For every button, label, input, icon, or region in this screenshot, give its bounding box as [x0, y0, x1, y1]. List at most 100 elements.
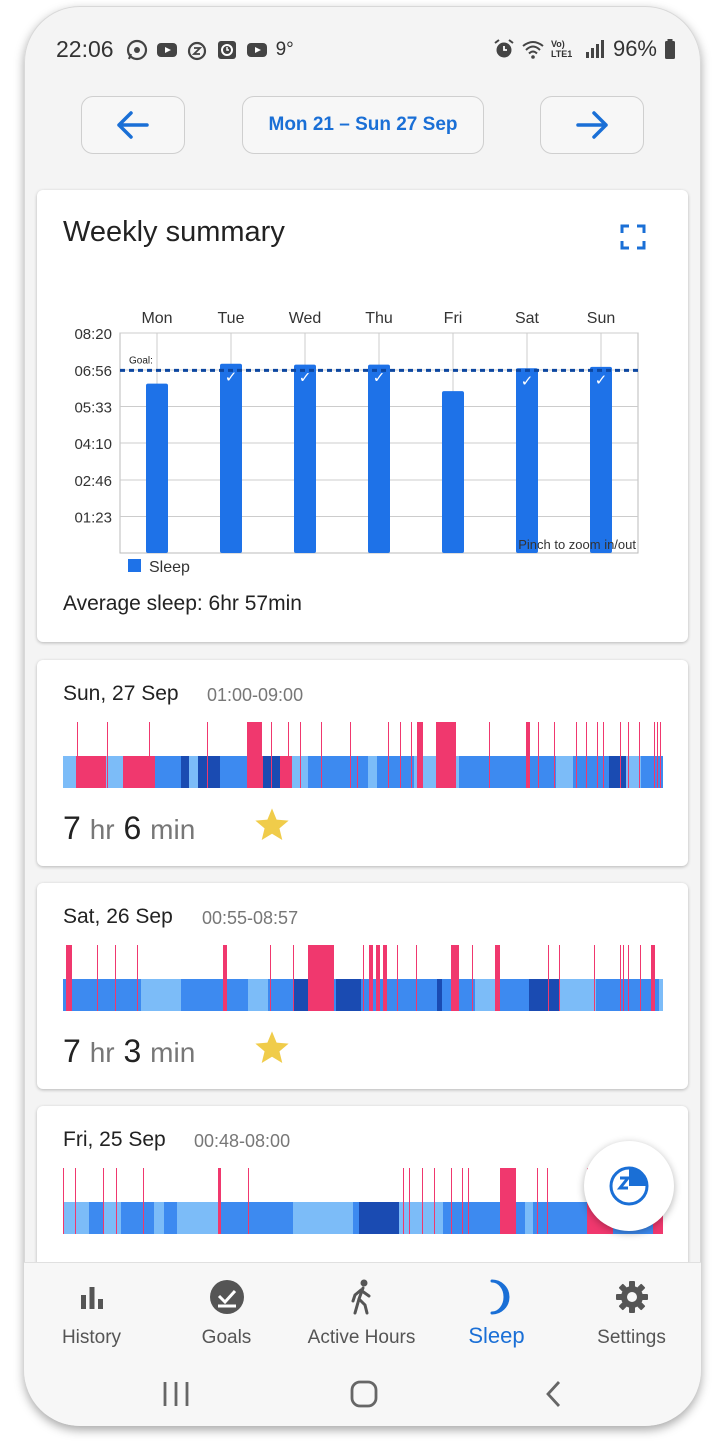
tab-active-hours[interactable]: Active Hours: [294, 1277, 429, 1349]
awake-marker: [651, 945, 655, 1011]
zoom-hint: Pinch to zoom in/out: [518, 537, 636, 552]
sleep-stage-segment: [609, 756, 626, 788]
sleep-stage-segment: [357, 756, 358, 788]
awake-marker: [149, 722, 150, 788]
awake-marker: [103, 1168, 104, 1234]
day-date: Sun, 27 Sep: [63, 682, 179, 705]
sleep-stage-segment: [189, 756, 198, 788]
awake-marker: [137, 945, 138, 1011]
awake-marker: [462, 1168, 463, 1234]
bar-mon: [146, 383, 168, 553]
tab-goals[interactable]: Goals: [159, 1277, 294, 1349]
sleep-stage-segment: [164, 1202, 177, 1234]
awake-marker: [400, 722, 401, 788]
awake-marker: [383, 945, 387, 1011]
sleep-stage-segment: [368, 756, 377, 788]
awake-marker: [270, 945, 271, 1011]
sleep-duration: 7 hr 3 min: [63, 1033, 195, 1070]
tab-history[interactable]: History: [24, 1277, 159, 1349]
sleep-stage-segment: [308, 756, 357, 788]
awake-marker: [576, 722, 577, 788]
bottom-navigation: History Goals Active Hours Sleep Setting…: [24, 1262, 701, 1426]
duration-min-unit: min: [150, 814, 196, 845]
duration-hours: 7: [63, 1033, 81, 1069]
status-temperature: 9°: [275, 38, 294, 60]
y-tick-label: 08:20: [74, 326, 112, 343]
sleep-stage-segment: [353, 1202, 359, 1234]
sleep-stage-segment: [121, 1202, 154, 1234]
home-button[interactable]: [349, 1374, 381, 1414]
status-time: 22:06: [56, 36, 114, 62]
signal-icon: [585, 40, 604, 58]
tab-label: Goals: [201, 1327, 252, 1348]
day-card-sun[interactable]: Sun, 27 Sep 01:00-09:00 7 hr 6 min: [37, 660, 688, 866]
awake-marker: [417, 722, 423, 788]
sleep-stage-segment: [154, 1202, 164, 1234]
awake-marker: [468, 1168, 469, 1234]
awake-marker: [223, 945, 227, 1011]
back-button[interactable]: [542, 1374, 566, 1414]
battery-icon: [665, 39, 675, 59]
y-tick-label: 06:56: [74, 363, 112, 380]
weekly-summary-card: Weekly summary 01:23 02:46 04:10 05:33 06:56…: [37, 190, 688, 642]
weekly-sleep-chart[interactable]: 01:23 02:46 04:10 05:33 06:56 08:20 Mon Tue Wed T…: [37, 280, 688, 580]
awake-marker: [451, 1168, 452, 1234]
duration-min-unit: min: [150, 1037, 196, 1068]
awake-marker: [586, 722, 587, 788]
awake-marker: [376, 945, 380, 1011]
star-icon: [255, 1031, 289, 1064]
awake-marker: [434, 1168, 435, 1234]
x-tick-label: Thu: [365, 310, 393, 327]
bar-sun: [590, 366, 612, 553]
gear-icon: [615, 1281, 648, 1313]
awake-marker: [115, 945, 116, 1011]
sleep-stage-segment: [181, 756, 189, 788]
duration-hr-unit: hr: [89, 814, 115, 845]
moon-icon: [490, 1279, 509, 1315]
awake-marker: [247, 722, 262, 788]
previous-week-button[interactable]: [81, 96, 185, 154]
awake-marker: [75, 1168, 76, 1234]
week-range-button[interactable]: Mon 21 – Sun 27 Sep: [242, 96, 484, 154]
sleep-stage-segment: [89, 1202, 103, 1234]
awake-marker: [66, 945, 71, 1011]
sleep-stage-segment: [63, 979, 141, 1011]
duration-hours: 7: [63, 810, 81, 846]
sleep-stage-segment: [475, 979, 495, 1011]
arrow-right-icon: [576, 111, 608, 139]
goal-check-mark: ✓: [521, 372, 534, 390]
awake-marker: [654, 722, 655, 788]
bar-thu: [368, 364, 390, 553]
date-navigation: Mon 21 – Sun 27 Sep: [24, 96, 701, 156]
tab-sleep[interactable]: Sleep: [429, 1277, 564, 1349]
sleep-tracking-fab[interactable]: [584, 1141, 674, 1231]
status-right: Vo) LTE1 96%: [493, 36, 676, 62]
sleep-stage-segment: [529, 979, 559, 1011]
awake-marker: [628, 945, 629, 1011]
sleep-stage-segment: [280, 756, 292, 788]
sleep-stage-segment: [248, 979, 268, 1011]
recent-apps-button[interactable]: [162, 1374, 190, 1414]
star-icon: [255, 808, 289, 841]
alarm-z-icon: [187, 41, 206, 60]
awake-marker: [537, 1168, 538, 1234]
tab-settings[interactable]: Settings: [564, 1277, 699, 1349]
x-tick-label: Tue: [218, 310, 245, 327]
bar-fri: [442, 391, 464, 553]
weekly-summary-title: Weekly summary: [63, 216, 285, 248]
wifi-icon: [522, 41, 544, 59]
bar-tue: [220, 363, 242, 553]
awake-marker: [77, 722, 78, 788]
next-week-button[interactable]: [540, 96, 644, 154]
awake-marker: [321, 722, 322, 788]
awake-marker: [620, 722, 621, 788]
sleep-z-icon: [609, 1166, 649, 1206]
fullscreen-icon[interactable]: [620, 224, 646, 250]
day-date: Fri, 25 Sep: [63, 1128, 166, 1151]
walking-icon: [351, 1279, 370, 1315]
day-card-sat[interactable]: Sat, 26 Sep 00:55-08:57 7 hr 3 min: [37, 883, 688, 1089]
alarm-icon: [494, 39, 514, 58]
x-tick-label: Mon: [141, 310, 172, 327]
status-left: 22:06 9°: [56, 36, 294, 63]
sleep-stage-segment: [525, 1202, 533, 1234]
